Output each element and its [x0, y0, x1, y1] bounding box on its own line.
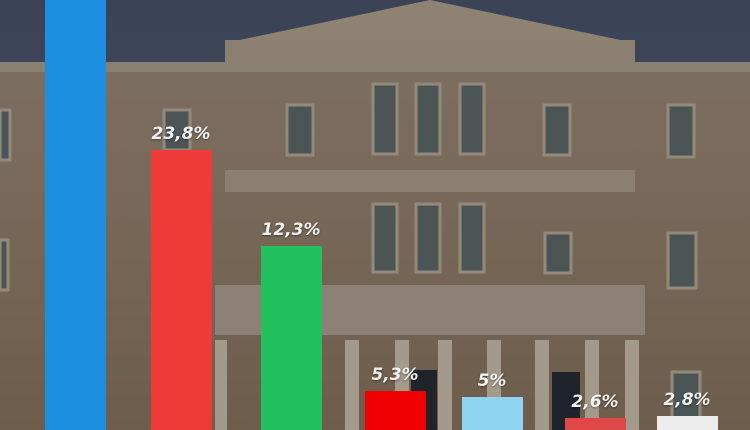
data-label-3: 12,3% [261, 220, 321, 240]
data-label-4: 5,3% [371, 365, 419, 385]
bar-6 [565, 418, 626, 430]
bar-3 [261, 246, 322, 430]
bar-1 [45, 0, 106, 430]
bar-7 [657, 416, 718, 430]
bar-4 [365, 391, 426, 430]
data-label-6: 2,6% [571, 392, 619, 412]
bar-2 [151, 150, 212, 430]
data-label-2: 23,8% [151, 124, 211, 144]
data-label-5: 5% [477, 371, 507, 391]
data-label-7: 2,8% [663, 390, 711, 410]
bar-5 [462, 397, 523, 430]
